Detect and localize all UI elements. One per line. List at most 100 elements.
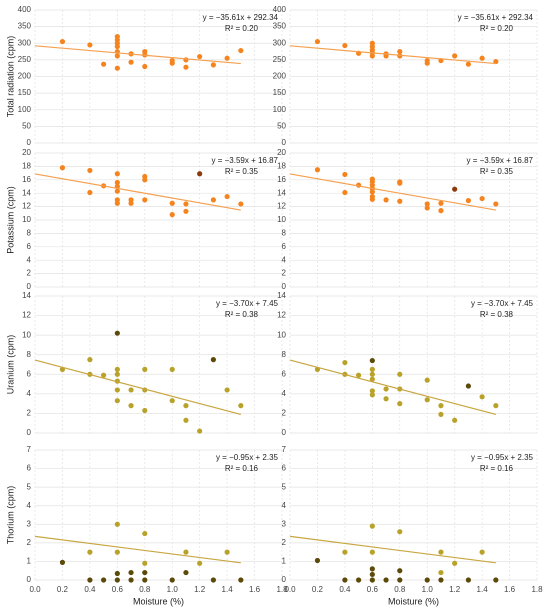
point [183,64,189,70]
y-tick-label: 300 [18,38,32,47]
point [114,330,120,336]
point [101,372,107,378]
point [224,387,230,393]
point [452,560,458,566]
point [397,529,403,535]
y-tick-label: 8 [282,350,287,359]
point [87,189,93,196]
point [238,201,244,207]
point [101,61,107,67]
point [183,549,189,555]
point [383,577,389,583]
x-tick-label: 1.8 [276,585,288,594]
point [479,394,485,400]
y-tick-label: 200 [18,72,32,81]
point [493,403,499,409]
point [114,387,120,393]
y-tick-label: 2 [27,269,32,278]
point [183,208,189,214]
point [465,577,471,583]
equation: y = −0.95x + 2.35 [471,453,534,462]
y-tick-label: 14 [277,188,286,197]
point [142,63,148,70]
x-tick-label: 0.2 [312,585,324,594]
point [142,366,148,372]
point [128,200,134,206]
point [383,396,389,402]
x-tick-label: 0.6 [367,585,379,594]
point [369,189,375,195]
point [128,577,134,583]
y-tick-label: 250 [18,55,32,64]
y-tick-label: 150 [18,88,32,97]
y-tick-label: 7 [27,445,32,454]
y-tick-label: 3 [27,519,32,528]
point [452,186,458,192]
point [210,197,216,203]
y-tick-label: 2 [282,409,287,418]
point [397,198,403,204]
r-squared: R² = 0.20 [480,24,514,33]
point [314,557,321,564]
x-tick-label: 1.8 [531,585,543,594]
y-tick-label: 2 [27,538,32,547]
point [342,171,348,178]
y-tick-label: 300 [273,38,287,47]
point [479,195,485,202]
point [438,200,444,206]
equation: y = −3.70x + 7.45 [471,299,534,308]
trendline [34,173,241,211]
point [224,549,230,555]
point [87,357,93,363]
y-axis-label: Thorium (cpm) [5,486,15,545]
point [169,398,175,404]
point [183,417,189,423]
point [424,397,430,403]
point [424,201,430,207]
point [169,577,175,583]
r-squared: R² = 0.35 [225,167,259,176]
point [59,38,66,45]
point [438,403,444,409]
x-tick-label: 0.0 [29,585,41,594]
point [465,61,471,67]
y-tick-label: 5 [27,482,32,491]
y-tick-label: 6 [282,242,287,251]
y-tick-label: 5 [282,482,287,491]
point [424,577,430,583]
y-tick-label: 14 [277,291,286,300]
point [169,366,175,372]
y-tick-label: 6 [27,369,32,378]
y-tick-label: 8 [282,229,287,238]
point [142,177,148,183]
point [210,357,216,363]
y-tick-label: 12 [22,311,31,320]
point [183,403,189,409]
point [114,200,120,206]
point [465,383,471,389]
y-tick-label: 16 [22,175,31,184]
point [314,38,321,45]
y-tick-label: 0 [282,575,287,584]
point [114,65,120,71]
equation: y = −3.70x + 7.45 [216,299,279,308]
point [128,387,134,393]
point [114,570,120,577]
x-tick-label: 0.8 [394,585,406,594]
r-squared: R² = 0.38 [225,310,259,319]
point [114,188,120,194]
y-tick-label: 0 [27,282,32,291]
y-tick-label: 0 [27,428,32,437]
y-tick-label: 20 [22,148,31,157]
point [114,549,120,555]
point [397,180,403,186]
point [397,568,403,574]
y-tick-label: 14 [22,291,31,300]
r-squared: R² = 0.16 [225,464,259,473]
point [210,62,216,68]
trendline [289,359,496,415]
point [369,392,375,398]
point [101,577,107,583]
y-tick-label: 10 [277,330,286,339]
point [356,372,362,378]
